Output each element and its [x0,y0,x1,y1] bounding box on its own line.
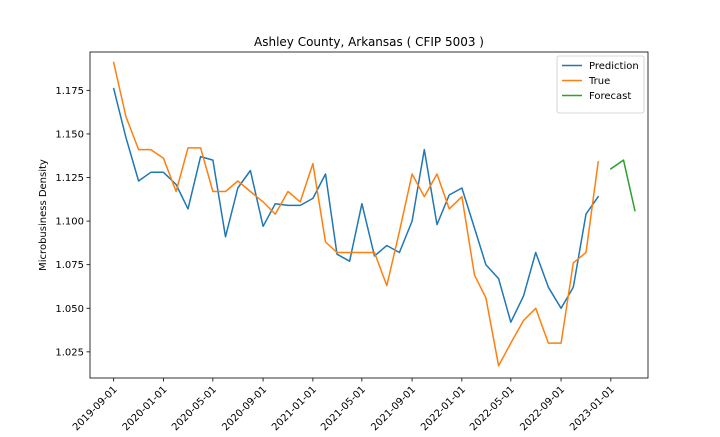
series-layer [112,61,636,367]
series-line-forecast [609,159,636,212]
y-axis: 1.025 1.050 1.075 1.100 1.125 1.150 1.175 [55,86,90,358]
legend-box [556,55,645,114]
y-tick-label: 1.175 [55,86,84,97]
axes-frame [89,51,649,379]
y-tick-label: 1.100 [55,217,84,228]
legend-label-true: True [588,76,610,87]
chart-title: Ashley County, Arkansas ( CFIP 5003 ) [254,35,484,49]
legend: Prediction True Forecast [556,55,645,114]
plot-area [89,51,649,379]
y-tick-label: 1.075 [55,260,84,271]
y-axis-label: Microbusiness Density [38,159,49,271]
y-tick-label: 1.125 [55,173,84,184]
legend-label-forecast: Forecast [589,91,631,102]
y-tick-label: 1.150 [55,129,84,140]
series-line-true [112,61,600,367]
series-line-prediction [112,87,600,323]
y-tick-label: 1.025 [55,347,84,358]
legend-label-prediction: Prediction [589,61,639,72]
y-tick-label: 1.050 [55,304,84,315]
